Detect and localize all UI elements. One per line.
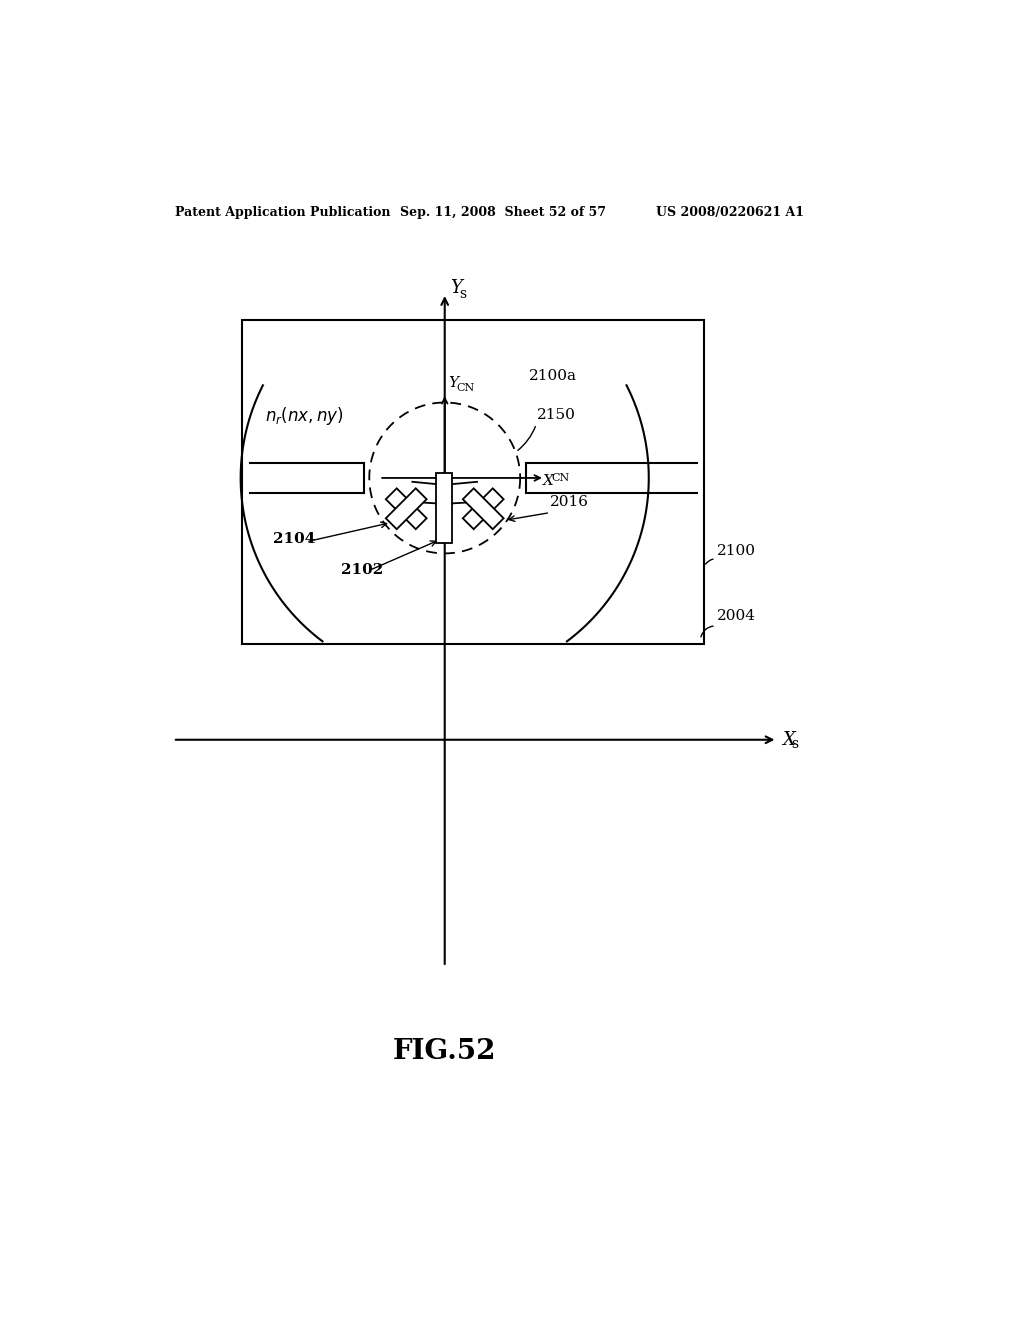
Text: Y: Y — [447, 376, 458, 391]
Bar — [436, 473, 453, 544]
Bar — [243, 321, 705, 644]
Text: Patent Application Publication: Patent Application Publication — [175, 206, 391, 219]
Polygon shape — [463, 488, 504, 529]
Text: CN: CN — [552, 473, 570, 483]
Text: X: X — [782, 731, 795, 748]
Polygon shape — [463, 488, 504, 529]
Text: US 2008/0220621 A1: US 2008/0220621 A1 — [656, 206, 805, 219]
Polygon shape — [386, 488, 427, 529]
Text: 2150: 2150 — [538, 408, 575, 421]
Text: s: s — [792, 737, 799, 751]
Polygon shape — [386, 488, 427, 529]
Text: 2004: 2004 — [717, 610, 757, 623]
Text: s: s — [460, 286, 467, 301]
Text: Y: Y — [451, 279, 462, 297]
Text: FIG.52: FIG.52 — [393, 1039, 497, 1065]
Text: 2100a: 2100a — [529, 370, 578, 383]
Text: CN: CN — [457, 383, 474, 393]
Text: Sep. 11, 2008  Sheet 52 of 57: Sep. 11, 2008 Sheet 52 of 57 — [400, 206, 606, 219]
Text: 2102: 2102 — [341, 564, 383, 577]
Text: X: X — [544, 474, 554, 488]
Text: 2100: 2100 — [717, 544, 757, 558]
Text: 2016: 2016 — [550, 495, 589, 510]
Text: $n_r(nx,ny)$: $n_r(nx,ny)$ — [265, 405, 344, 428]
Text: 2104: 2104 — [273, 532, 315, 546]
